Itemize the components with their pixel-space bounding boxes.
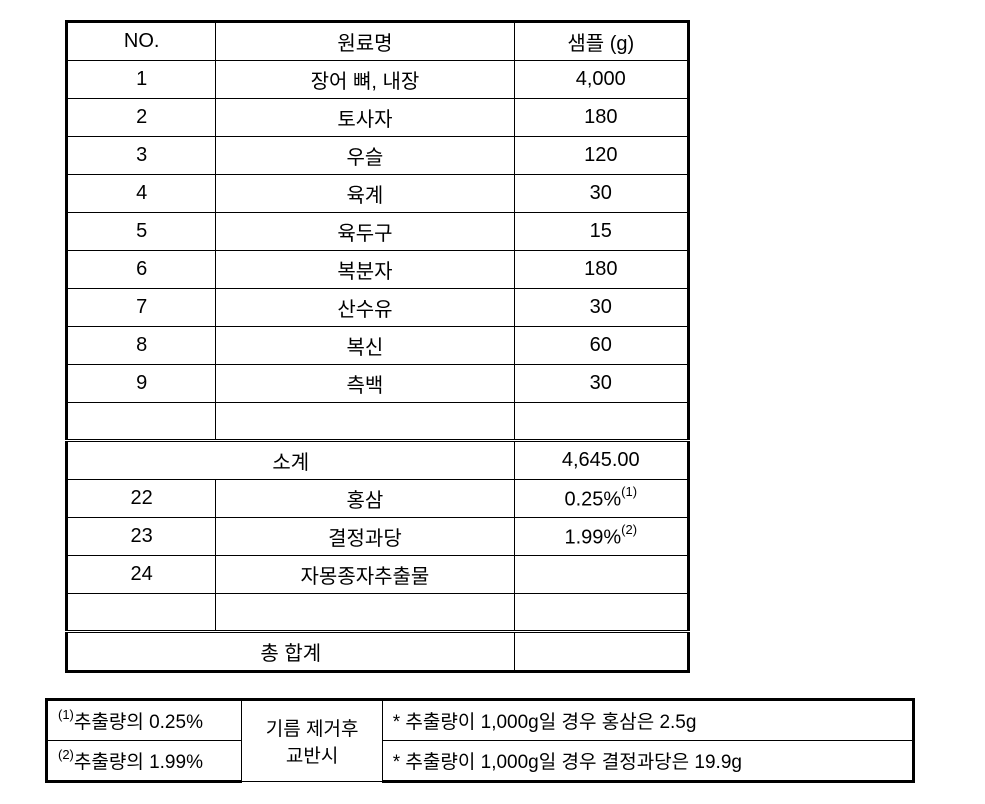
superscript-ref: (1) (621, 484, 637, 499)
cell-sample: 0.25%(1) (514, 480, 688, 518)
cell-name: 우슬 (216, 137, 514, 175)
cell-name: 복신 (216, 327, 514, 365)
cell-no: 24 (67, 556, 216, 594)
cell-no: 1 (67, 61, 216, 99)
cell-no: 8 (67, 327, 216, 365)
table-row: 3 우슬 120 (67, 137, 689, 175)
cell-sample: 30 (514, 365, 688, 403)
cell-sample: 4,000 (514, 61, 688, 99)
cell-sample: 1.99%(2) (514, 518, 688, 556)
cell-no: 6 (67, 251, 216, 289)
cell-no: 3 (67, 137, 216, 175)
cell-name: 산수유 (216, 289, 514, 327)
empty-cell (514, 403, 688, 441)
total-value (514, 632, 688, 672)
cell-name: 결정과당 (216, 518, 514, 556)
total-label: 총 합계 (67, 632, 515, 672)
cell-no: 5 (67, 213, 216, 251)
cell-name: 홍삼 (216, 480, 514, 518)
footnote-row: (1)추출량의 0.25% 기름 제거후교반시 * 추출량이 1,000g일 경… (47, 700, 914, 741)
footnote-text: 추출량의 1.99% (74, 752, 203, 773)
table-row: 9 측백 30 (67, 365, 689, 403)
footnotes-table: (1)추출량의 0.25% 기름 제거후교반시 * 추출량이 1,000g일 경… (45, 698, 915, 783)
cell-no: 23 (67, 518, 216, 556)
cell-name: 자몽종자추출물 (216, 556, 514, 594)
cell-name: 토사자 (216, 99, 514, 137)
footnote-example-cell: * 추출량이 1,000g일 경우 결정과당은 19.9g (382, 741, 913, 782)
empty-row (67, 594, 689, 632)
sample-value: 1.99% (564, 526, 621, 548)
sample-value: 0.25% (564, 488, 621, 510)
superscript-marker: (2) (58, 747, 74, 762)
footnote-example-cell: * 추출량이 1,000g일 경우 홍삼은 2.5g (382, 700, 913, 741)
cell-sample: 180 (514, 99, 688, 137)
footnote-text: 추출량의 0.25% (74, 712, 203, 733)
cell-sample: 30 (514, 175, 688, 213)
footnote-text-line1: 기름 제거후 (266, 719, 359, 740)
subtotal-row: 소계 4,645.00 (67, 441, 689, 480)
table-row: 24 자몽종자추출물 (67, 556, 689, 594)
subtotal-label: 소계 (67, 441, 515, 480)
superscript-ref: (2) (621, 522, 637, 537)
table-row: 1 장어 뼈, 내장 4,000 (67, 61, 689, 99)
empty-row (67, 403, 689, 441)
empty-cell (216, 594, 514, 632)
table-row: 2 토사자 180 (67, 99, 689, 137)
footnote-text-line2: 교반시 (286, 746, 338, 767)
cell-sample: 60 (514, 327, 688, 365)
cell-sample: 180 (514, 251, 688, 289)
footnote-middle-cell: 기름 제거후교반시 (242, 700, 382, 782)
table-row: 4 육계 30 (67, 175, 689, 213)
table-row: 8 복신 60 (67, 327, 689, 365)
empty-cell (67, 594, 216, 632)
cell-no: 9 (67, 365, 216, 403)
table-row: 6 복분자 180 (67, 251, 689, 289)
cell-no: 2 (67, 99, 216, 137)
table-row: 22 홍삼 0.25%(1) (67, 480, 689, 518)
cell-name: 장어 뼈, 내장 (216, 61, 514, 99)
cell-sample (514, 556, 688, 594)
subtotal-value: 4,645.00 (514, 441, 688, 480)
cell-name: 측백 (216, 365, 514, 403)
ingredients-table: NO. 원료명 샘플 (g) 1 장어 뼈, 내장 4,000 2 토사자 18… (65, 20, 690, 673)
table-row: 7 산수유 30 (67, 289, 689, 327)
header-name: 원료명 (216, 22, 514, 61)
table-row: 5 육두구 15 (67, 213, 689, 251)
superscript-marker: (1) (58, 707, 74, 722)
cell-no: 22 (67, 480, 216, 518)
cell-name: 육두구 (216, 213, 514, 251)
footnote-ref-cell: (1)추출량의 0.25% (47, 700, 242, 741)
cell-sample: 120 (514, 137, 688, 175)
table-header-row: NO. 원료명 샘플 (g) (67, 22, 689, 61)
empty-cell (216, 403, 514, 441)
empty-cell (67, 403, 216, 441)
header-sample: 샘플 (g) (514, 22, 688, 61)
header-no: NO. (67, 22, 216, 61)
empty-cell (514, 594, 688, 632)
footnote-ref-cell: (2)추출량의 1.99% (47, 741, 242, 782)
cell-no: 7 (67, 289, 216, 327)
cell-sample: 15 (514, 213, 688, 251)
cell-no: 4 (67, 175, 216, 213)
table-row: 23 결정과당 1.99%(2) (67, 518, 689, 556)
footnote-row: (2)추출량의 1.99% * 추출량이 1,000g일 경우 결정과당은 19… (47, 741, 914, 782)
total-row: 총 합계 (67, 632, 689, 672)
cell-sample: 30 (514, 289, 688, 327)
cell-name: 복분자 (216, 251, 514, 289)
cell-name: 육계 (216, 175, 514, 213)
